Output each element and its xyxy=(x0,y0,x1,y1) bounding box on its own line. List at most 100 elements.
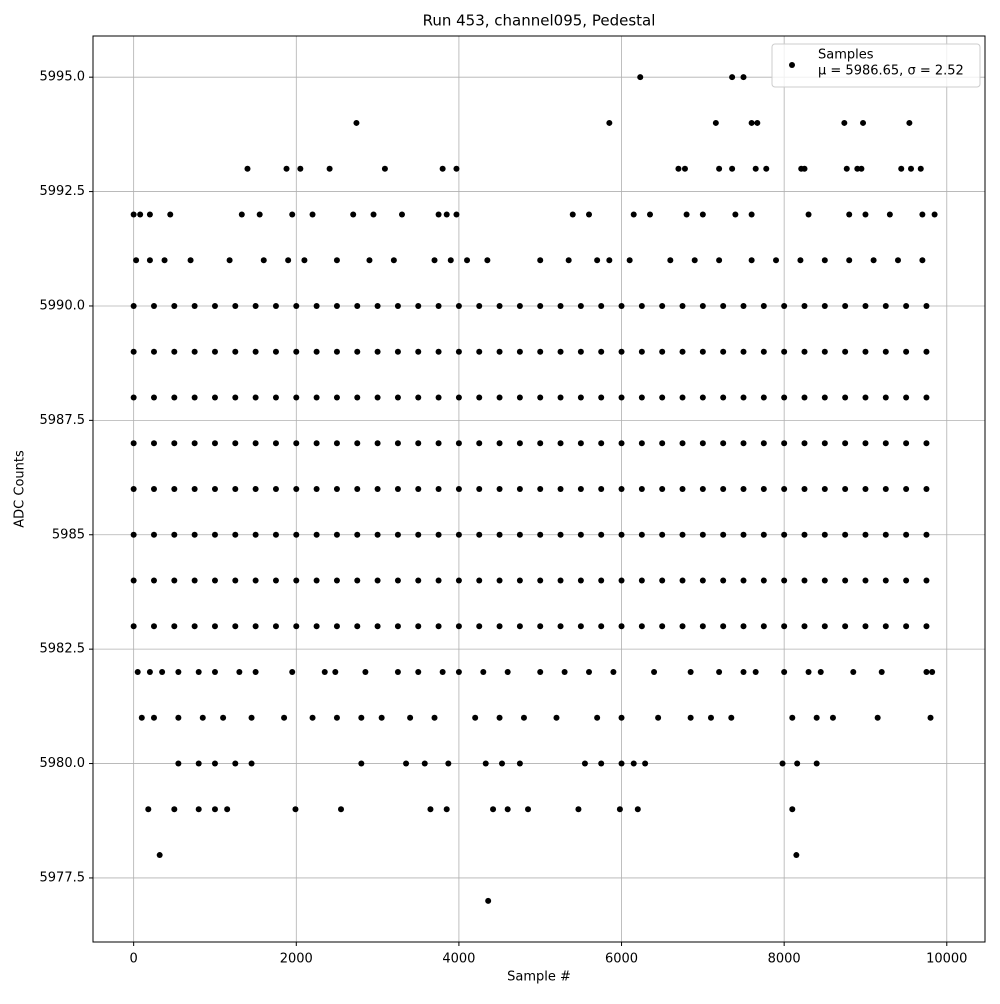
sample-point xyxy=(813,714,820,721)
sample-point xyxy=(252,577,259,584)
sample-point xyxy=(211,440,218,447)
sample-point xyxy=(199,714,206,721)
sample-point xyxy=(781,531,788,538)
sample-point xyxy=(476,531,483,538)
y-axis-label: ADC Counts xyxy=(13,450,28,528)
sample-point xyxy=(211,486,218,492)
sample-point xyxy=(232,486,239,492)
sample-point xyxy=(490,806,497,813)
sample-point xyxy=(232,531,239,538)
sample-point xyxy=(898,165,905,172)
sample-point xyxy=(394,577,401,584)
sample-point xyxy=(638,440,645,447)
sample-point xyxy=(455,394,462,401)
sample-point xyxy=(220,714,227,721)
sample-point xyxy=(435,394,442,401)
sample-point xyxy=(211,394,218,401)
sample-point xyxy=(801,394,808,401)
sample-point xyxy=(581,760,588,767)
sample-point xyxy=(923,669,930,676)
sample-point xyxy=(659,394,666,401)
sample-point xyxy=(618,440,625,447)
sample-point xyxy=(667,257,674,264)
sample-point xyxy=(272,486,279,492)
sample-point xyxy=(191,348,198,355)
x-tick-label: 6000 xyxy=(605,952,638,967)
sample-point xyxy=(283,165,290,172)
sample-point xyxy=(130,623,137,630)
sample-point xyxy=(691,257,698,264)
sample-point xyxy=(842,577,849,584)
sample-point xyxy=(618,486,625,492)
sample-point xyxy=(781,623,788,630)
sample-point xyxy=(285,257,292,264)
sample-point xyxy=(716,165,723,172)
sample-point xyxy=(679,623,686,630)
sample-point xyxy=(862,486,869,492)
sample-point xyxy=(862,211,869,218)
sample-point xyxy=(516,440,523,447)
sample-point xyxy=(659,348,666,355)
sample-point xyxy=(862,440,869,447)
sample-point xyxy=(752,165,759,172)
sample-point xyxy=(292,806,299,813)
sample-point xyxy=(211,760,218,767)
sample-point xyxy=(415,577,422,584)
sample-point xyxy=(390,257,397,264)
sample-point xyxy=(537,348,544,355)
sample-point xyxy=(740,577,747,584)
sample-point xyxy=(415,669,422,676)
sample-point xyxy=(175,669,182,676)
sample-point xyxy=(443,211,450,218)
sample-point xyxy=(594,714,601,721)
sample-point xyxy=(675,165,682,172)
sample-point xyxy=(354,440,361,447)
sample-point xyxy=(130,394,137,401)
sample-point xyxy=(232,440,239,447)
sample-point xyxy=(557,440,564,447)
sample-point xyxy=(366,257,373,264)
sample-point xyxy=(272,623,279,630)
sample-point xyxy=(191,440,198,447)
sample-point xyxy=(431,714,438,721)
sample-point xyxy=(191,577,198,584)
sample-point xyxy=(537,577,544,584)
sample-point xyxy=(537,623,544,630)
sample-point xyxy=(683,211,690,218)
sample-point xyxy=(537,531,544,538)
sample-point xyxy=(821,440,828,447)
x-tick-label: 8000 xyxy=(768,952,801,967)
sample-point xyxy=(171,623,178,630)
sample-point xyxy=(903,394,910,401)
sample-point xyxy=(626,257,633,264)
sample-point xyxy=(171,486,178,492)
sample-point xyxy=(476,302,483,309)
sample-point xyxy=(484,257,491,264)
sample-point xyxy=(903,440,910,447)
sample-point xyxy=(638,623,645,630)
sample-point xyxy=(740,486,747,492)
sample-point xyxy=(211,577,218,584)
sample-point xyxy=(638,302,645,309)
sample-point xyxy=(699,211,706,218)
sample-point xyxy=(496,531,503,538)
sample-point xyxy=(248,760,255,767)
sample-point xyxy=(476,577,483,584)
sample-point xyxy=(137,211,144,218)
sample-point xyxy=(238,211,245,218)
sample-point xyxy=(496,714,503,721)
sample-point xyxy=(453,211,460,218)
sample-point xyxy=(598,394,605,401)
sample-point xyxy=(923,440,930,447)
sample-point xyxy=(130,440,137,447)
y-tick-label: 5990.0 xyxy=(40,298,86,313)
sample-point xyxy=(272,348,279,355)
sample-point xyxy=(321,669,328,676)
sample-point xyxy=(447,257,454,264)
sample-point xyxy=(326,165,333,172)
sample-point xyxy=(882,348,889,355)
sample-point xyxy=(732,211,739,218)
sample-point xyxy=(435,348,442,355)
sample-point xyxy=(394,669,401,676)
sample-point xyxy=(332,669,339,676)
